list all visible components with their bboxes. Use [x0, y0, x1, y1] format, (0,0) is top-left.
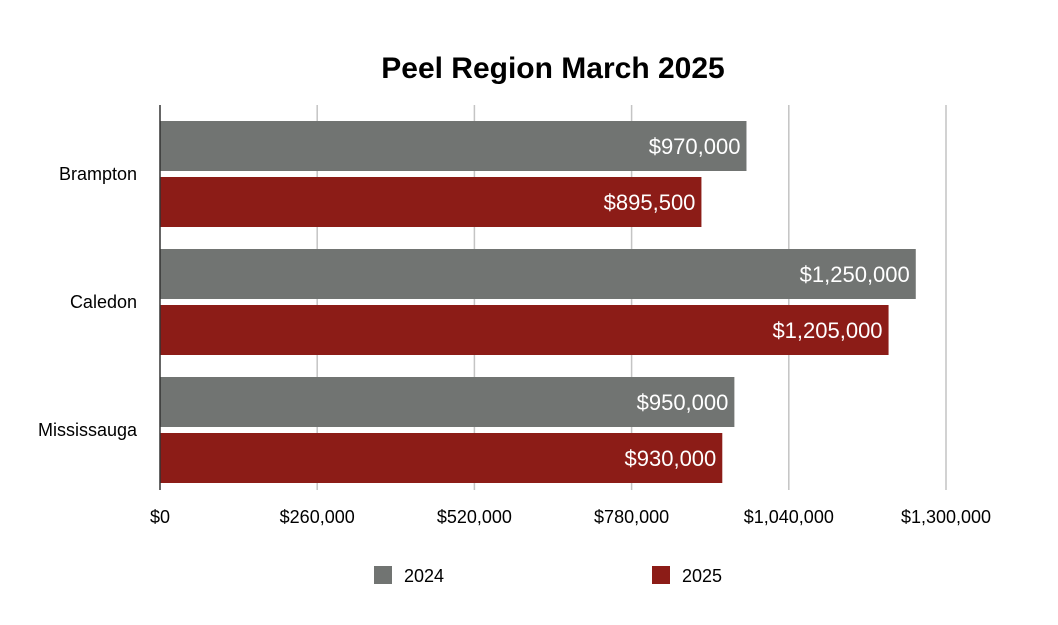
x-tick-label: $520,000	[437, 507, 512, 527]
x-tick-label: $0	[150, 507, 170, 527]
bar-2025-caledon	[160, 305, 889, 355]
data-label: $930,000	[625, 446, 717, 471]
x-tick-label: $1,040,000	[744, 507, 834, 527]
legend-swatch-2024	[374, 566, 392, 584]
legend: 2024 2025	[374, 566, 722, 586]
x-tick-label: $780,000	[594, 507, 669, 527]
legend-label-2024: 2024	[404, 566, 444, 586]
data-label: $950,000	[637, 390, 729, 415]
data-label: $970,000	[649, 134, 741, 159]
bar-2024-mississauga	[160, 377, 735, 427]
bar-2024-brampton	[160, 121, 747, 171]
bar-2025-mississauga	[160, 433, 723, 483]
data-label: $895,500	[604, 190, 696, 215]
category-label: Mississauga	[38, 420, 138, 440]
bar-2025-brampton	[160, 177, 702, 227]
chart-title: Peel Region March 2025	[381, 52, 724, 85]
axes: $0 $260,000 $520,000 $780,000 $1,040,000 $1,3…	[38, 105, 991, 527]
legend-label-2025: 2025	[682, 566, 722, 586]
data-label: $1,205,000	[772, 318, 882, 343]
x-tick-label: $1,300,000	[901, 507, 991, 527]
bars: $970,000 $895,500 $1,250,000 $1,205,000 $950…	[160, 121, 916, 483]
legend-swatch-2025	[652, 566, 670, 584]
category-label: Brampton	[59, 164, 137, 184]
x-tick-label: $260,000	[280, 507, 355, 527]
category-label: Caledon	[70, 292, 137, 312]
data-label: $1,250,000	[800, 262, 910, 287]
bar-2024-caledon	[160, 249, 916, 299]
